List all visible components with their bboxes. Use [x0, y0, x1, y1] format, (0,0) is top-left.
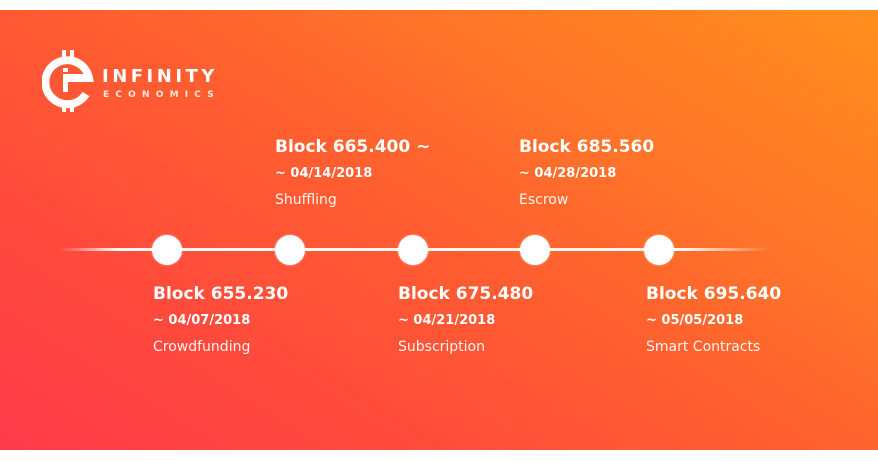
timeline-dot-3 — [398, 235, 428, 265]
milestone-block: Block 685.560 — [519, 137, 655, 157]
milestone-date: ~ 04/28/2018 — [519, 166, 617, 181]
brand-subtitle: ECONOMICS — [103, 90, 220, 100]
timeline-dot-2 — [275, 235, 305, 265]
milestone-feature: Escrow — [519, 192, 569, 208]
milestone-block: Block 675.480 — [398, 284, 534, 304]
brand-name: INFINITY — [102, 66, 218, 87]
timeline-dot-5 — [644, 235, 674, 265]
milestone-date: ~ 05/05/2018 — [646, 313, 744, 328]
infinity-economics-logo-icon — [42, 50, 94, 112]
milestone-date: ~ 04/21/2018 — [398, 313, 496, 328]
milestone-date: ~ 04/14/2018 — [275, 166, 373, 181]
milestone-feature: Crowdfunding — [153, 339, 251, 355]
milestone-feature: Smart Contracts — [646, 339, 761, 355]
milestone-block: Block 695.640 — [646, 284, 782, 304]
milestone-crowdfunding: Block 655.230 ~ 04/07/2018 Crowdfunding — [153, 284, 288, 355]
milestone-feature: Shuffling — [275, 192, 337, 208]
milestone-smart-contracts: Block 695.640 ~ 05/05/2018 Smart Contrac… — [646, 284, 781, 355]
milestone-block: Block 665.400 ~ — [275, 137, 431, 157]
milestone-date: ~ 04/07/2018 — [153, 313, 251, 328]
milestone-shuffling: Block 665.400 ~ ~ 04/14/2018 Shuffling — [275, 137, 430, 208]
milestone-escrow: Block 685.560 ~ 04/28/2018 Escrow — [519, 137, 654, 208]
milestone-subscription: Block 675.480 ~ 04/21/2018 Subscription — [398, 284, 533, 355]
milestone-feature: Subscription — [398, 339, 485, 355]
milestone-block: Block 655.230 — [153, 284, 289, 304]
roadmap-banner: INFINITY ECONOMICS Block 665.400 ~ ~ 04/… — [0, 10, 878, 450]
timeline-dot-4 — [520, 235, 550, 265]
timeline-dot-1 — [152, 235, 182, 265]
